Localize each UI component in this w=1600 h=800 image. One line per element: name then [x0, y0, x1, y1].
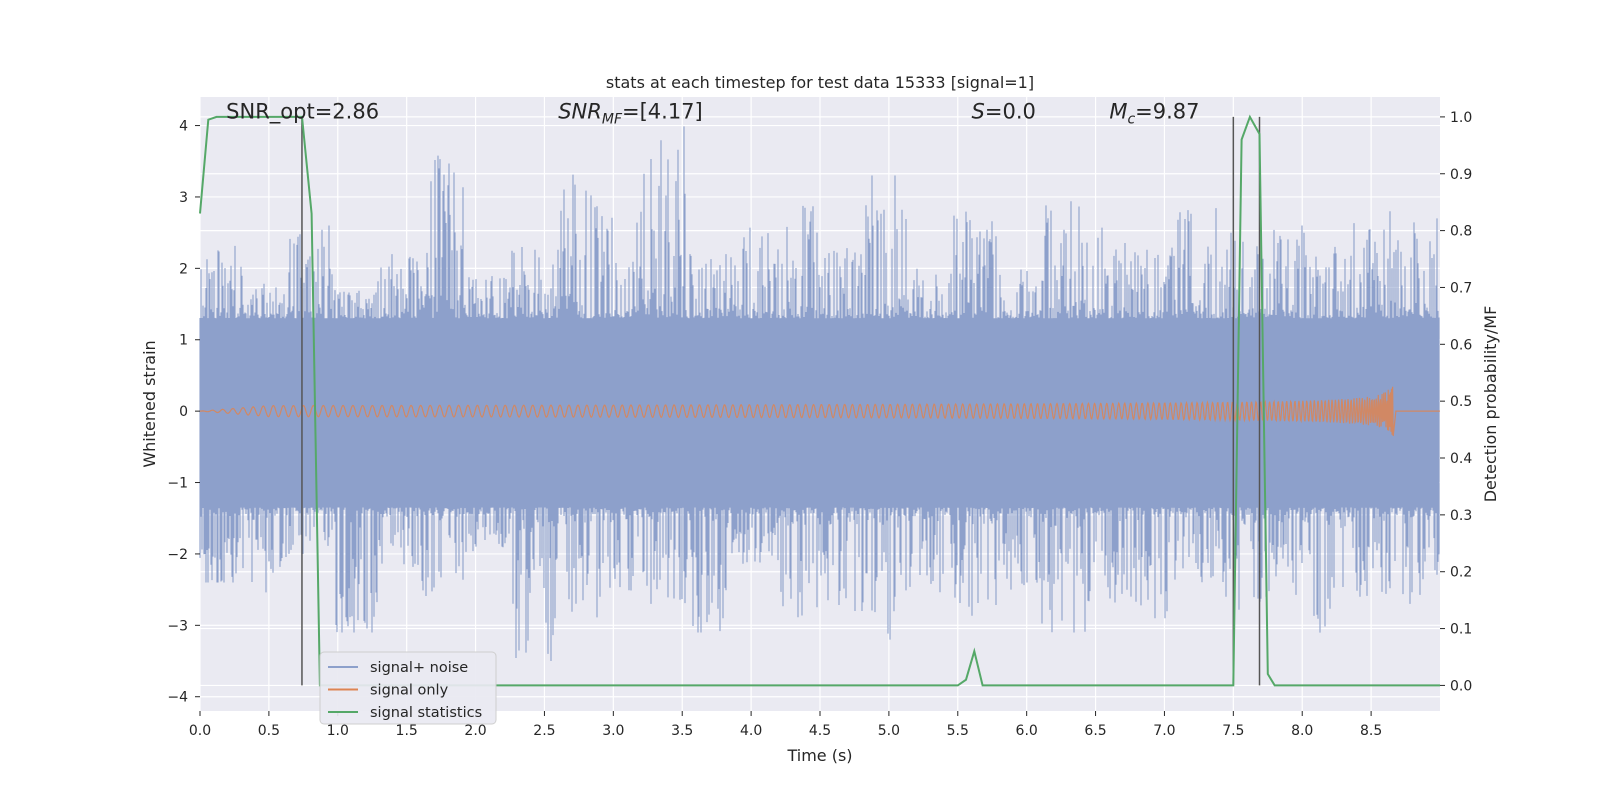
- signal-trace: [199, 386, 1440, 437]
- y-tick-label: 1: [179, 333, 188, 349]
- y-tick-label: 0: [179, 404, 188, 420]
- y-right-tick-label: 0.9: [1450, 167, 1472, 183]
- x-tick-label: 8.5: [1360, 723, 1382, 739]
- y-right-tick-label: 0.6: [1450, 337, 1472, 353]
- legend-box: [319, 651, 497, 725]
- legend-label: signal only: [370, 683, 449, 699]
- y-right-tick-label: 0.0: [1450, 678, 1472, 694]
- x-tick-label: 2.5: [533, 723, 555, 739]
- series-signal-only: [199, 386, 1440, 437]
- x-tick-label: 2.0: [464, 723, 486, 739]
- x-tick-label: 5.5: [947, 723, 969, 739]
- stats-trace: [199, 114, 1440, 687]
- series-signal-statistics: [199, 114, 1440, 687]
- legend-label: signal+ noise: [370, 660, 468, 676]
- x-tick-label: 6.5: [1084, 723, 1106, 739]
- y-right-tick-label: 0.5: [1450, 394, 1472, 410]
- y-tick-label: 2: [179, 261, 188, 277]
- annotation-s-stat: S=0.0: [972, 99, 1036, 123]
- x-tick-label: 7.5: [1222, 723, 1244, 739]
- y-tick-label: −2: [167, 547, 188, 563]
- x-tick-label: 5.0: [878, 723, 900, 739]
- annotation-mc: Mc=9.87: [1109, 99, 1199, 127]
- y-axis-right-label: Detection probability/MF: [1481, 306, 1500, 503]
- x-axis-label: Time (s): [786, 746, 852, 765]
- x-tick-label: 3.0: [602, 723, 624, 739]
- x-tick-label: 4.5: [809, 723, 831, 739]
- x-tick-label: 3.5: [671, 723, 693, 739]
- x-tick-label: 7.0: [1153, 723, 1175, 739]
- x-tick-label: 6.0: [1016, 723, 1038, 739]
- y-axis-left-ticks: −4 −3 −2 −1 0 1 2 3 4: [167, 119, 200, 706]
- chart-title: stats at each timestep for test data 153…: [606, 73, 1034, 92]
- x-tick-label: 8.0: [1291, 723, 1313, 739]
- y-right-tick-label: 0.4: [1450, 451, 1472, 467]
- y-right-tick-label: 0.2: [1450, 565, 1472, 581]
- y-tick-label: 4: [179, 119, 188, 135]
- legend: signal+ noise signal only signal statistic…: [319, 651, 497, 725]
- annotation-snr-mf: SNRMF=[4.17]: [558, 99, 703, 127]
- x-tick-label: 1.5: [396, 723, 418, 739]
- y-right-tick-label: 1.0: [1450, 110, 1472, 126]
- annotations: SNR_opt=2.86 SNRMF=[4.17] S=0.0 Mc=9.87: [226, 99, 1199, 127]
- x-tick-label: 1.0: [327, 723, 349, 739]
- y-axis-right-ticks: 0.0 0.1 0.2 0.3 0.4 0.5 0.6 0.7 0.8 0.9 1.0: [1440, 110, 1472, 694]
- x-tick-label: 0.5: [258, 723, 280, 739]
- y-right-tick-label: 0.7: [1450, 280, 1472, 296]
- y-axis-left-label: Whitened strain: [140, 340, 159, 467]
- y-tick-label: −4: [167, 690, 188, 706]
- y-right-tick-label: 0.1: [1450, 622, 1472, 638]
- annotation-snr-opt: SNR_opt=2.86: [226, 99, 379, 124]
- x-axis-ticks: 0.0 0.5 1.0 1.5 2.0 2.5 3.0 3.5 4.0 4.5 5.0 5.5 6.0 6…: [189, 711, 1382, 739]
- y-tick-label: 3: [179, 190, 188, 206]
- y-right-tick-label: 0.8: [1450, 224, 1472, 240]
- y-tick-label: −3: [167, 618, 188, 634]
- x-tick-label: 0.0: [189, 723, 211, 739]
- marker-lines: [301, 116, 1261, 686]
- y-tick-label: −1: [167, 476, 188, 492]
- y-right-tick-label: 0.3: [1450, 508, 1472, 524]
- x-tick-label: 4.0: [740, 723, 762, 739]
- legend-label: signal statistics: [370, 705, 482, 721]
